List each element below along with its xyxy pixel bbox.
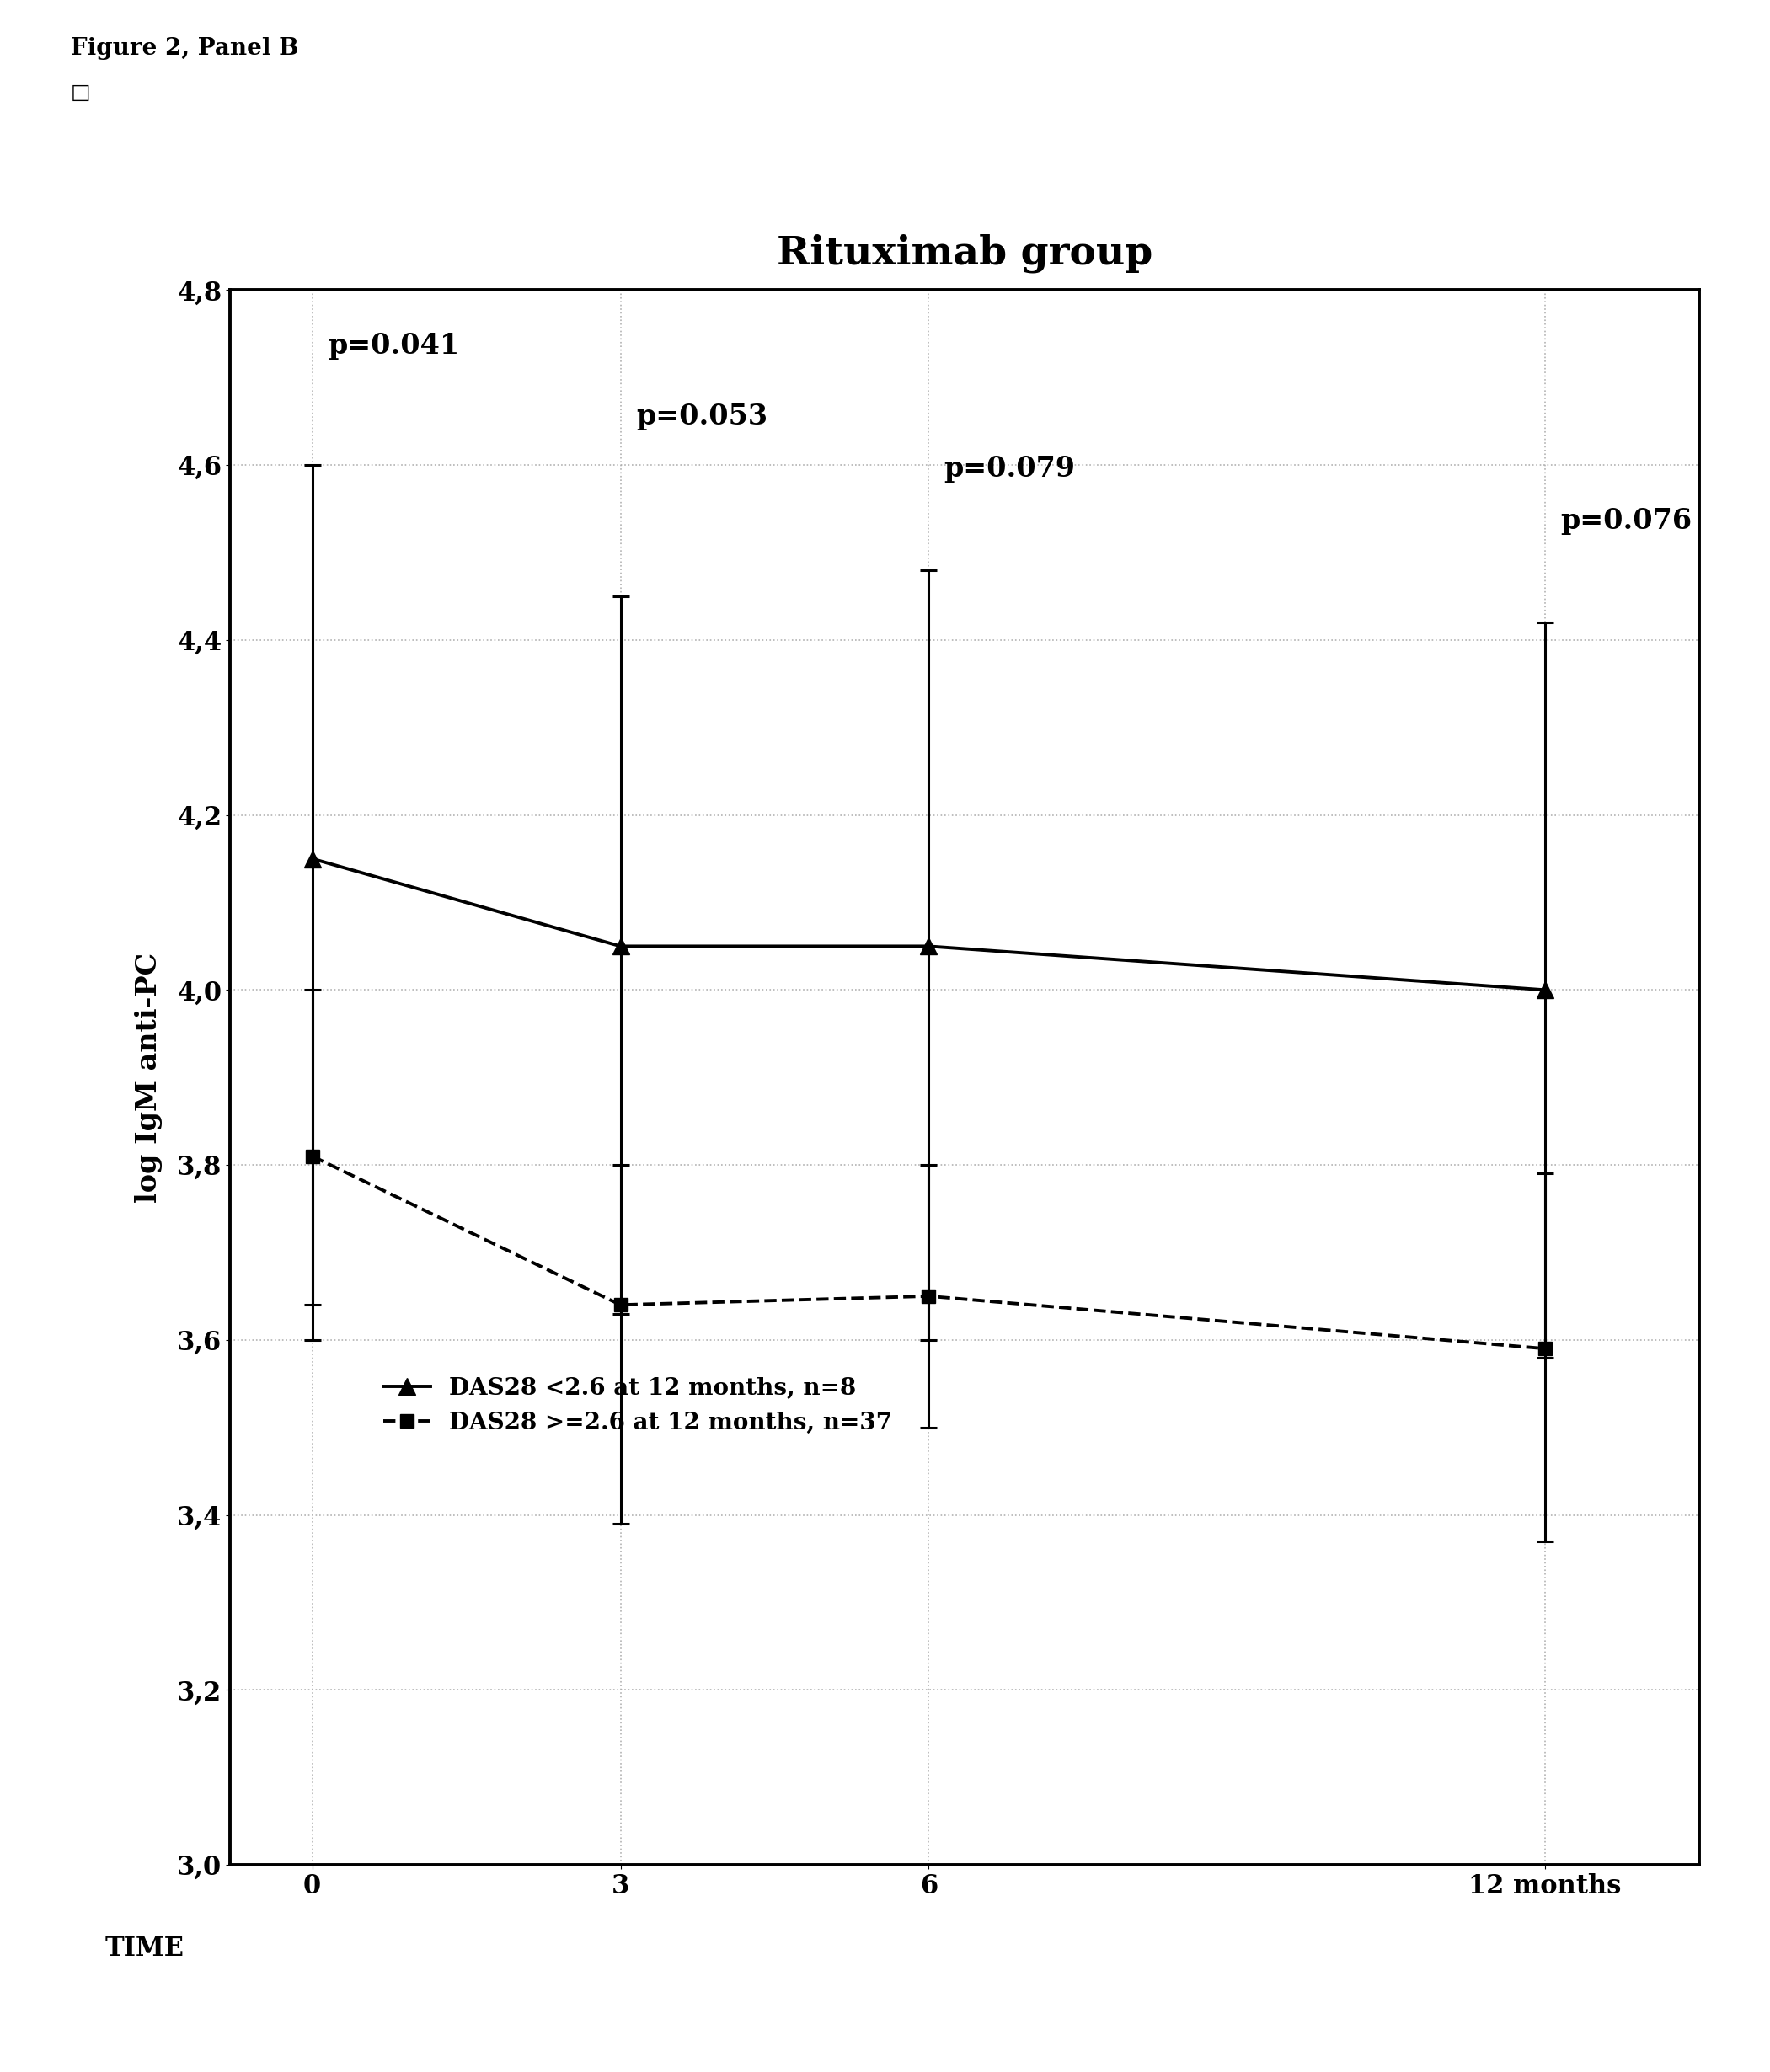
Legend: DAS28 <2.6 at 12 months, n=8, DAS28 >=2.6 at 12 months, n=37: DAS28 <2.6 at 12 months, n=8, DAS28 >=2.… [373, 1368, 901, 1444]
Text: p=0.076: p=0.076 [1561, 508, 1692, 535]
Text: p=0.079: p=0.079 [943, 454, 1076, 483]
Title: Rituximab group: Rituximab group [777, 234, 1152, 274]
Text: p=0.053: p=0.053 [635, 402, 768, 431]
Text: □: □ [71, 83, 90, 104]
Text: p=0.041: p=0.041 [327, 332, 460, 361]
Y-axis label: log IgM anti-PC: log IgM anti-PC [135, 953, 163, 1202]
Text: TIME: TIME [104, 1935, 184, 1962]
Text: Figure 2, Panel B: Figure 2, Panel B [71, 37, 299, 60]
